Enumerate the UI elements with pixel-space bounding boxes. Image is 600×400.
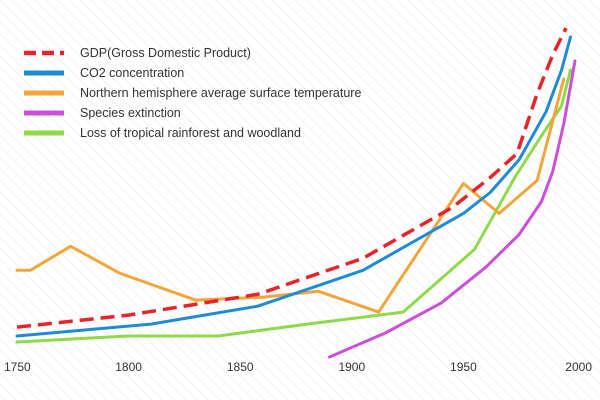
series-line-1 bbox=[15, 35, 572, 338]
legend-label-2: Northern hemisphere average surface temp… bbox=[80, 86, 361, 100]
x-tick-label: 1900 bbox=[338, 360, 365, 374]
x-tick-label: 1800 bbox=[115, 360, 142, 374]
legend-label-0: GDP(Gross Domestic Product) bbox=[80, 46, 251, 60]
legend-label-1: CO2 concentration bbox=[80, 66, 184, 80]
series-layer bbox=[15, 27, 577, 359]
legend-label-3: Species extinction bbox=[80, 106, 181, 120]
x-tick-label: 1750 bbox=[4, 360, 31, 374]
x-tick-label: 2000 bbox=[565, 360, 592, 374]
x-axis: 1750 1800 1850 1900 1950 2000 bbox=[4, 360, 592, 374]
series-line-3 bbox=[328, 59, 577, 359]
x-tick-label: 1850 bbox=[227, 360, 254, 374]
legend-label-4: Loss of tropical rainforest and woodland bbox=[80, 126, 301, 140]
series-line-0 bbox=[16, 27, 568, 329]
x-tick-label: 1950 bbox=[450, 360, 477, 374]
legend: GDP(Gross Domestic Product) CO2 concentra… bbox=[24, 46, 361, 140]
